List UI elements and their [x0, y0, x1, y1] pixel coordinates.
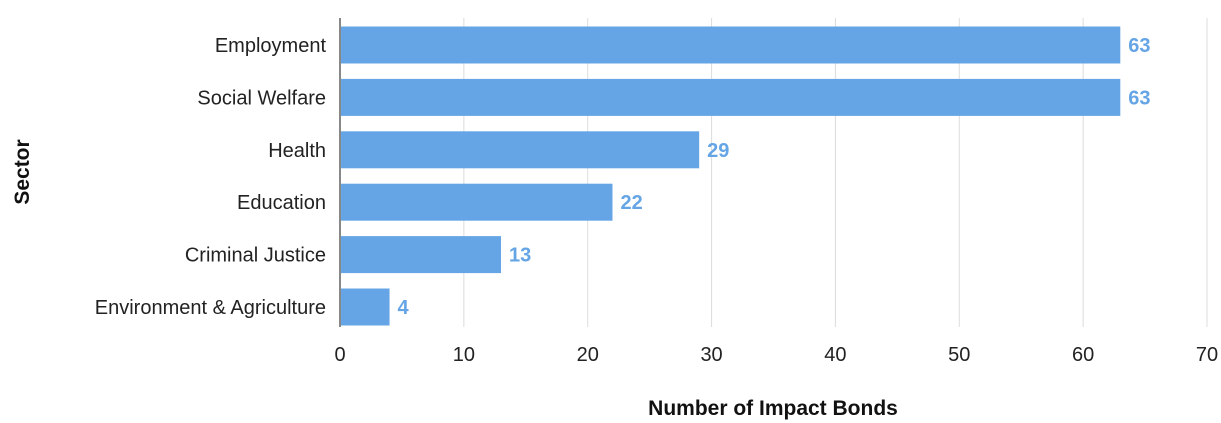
- bar: [340, 183, 613, 221]
- category-label: Social Welfare: [197, 87, 326, 109]
- data-label: 63: [1128, 35, 1150, 57]
- x-tick-label: 70: [1196, 344, 1218, 366]
- x-tick-label: 30: [700, 344, 722, 366]
- data-label: 63: [1128, 87, 1150, 109]
- category-label: Education: [237, 192, 326, 214]
- bar: [340, 78, 1121, 116]
- x-tick-label: 40: [824, 344, 846, 366]
- x-tick-label: 10: [453, 344, 475, 366]
- category-label: Criminal Justice: [185, 245, 326, 267]
- x-tick-label: 0: [334, 344, 345, 366]
- category-label: Health: [268, 140, 326, 162]
- bar: [340, 131, 700, 169]
- bar: [340, 288, 390, 326]
- data-label: 4: [398, 297, 410, 319]
- data-label: 13: [509, 245, 531, 267]
- x-axis-title: Number of Impact Bonds: [648, 397, 898, 420]
- x-tick-label: 50: [948, 344, 970, 366]
- bar: [340, 26, 1121, 64]
- labels: 0 10 20 30 40 50 60 70 Employment 63 Social Welfar…: [95, 35, 1218, 366]
- data-label: 22: [620, 192, 642, 214]
- category-label: Employment: [215, 35, 327, 57]
- x-tick-label: 20: [577, 344, 599, 366]
- data-label: 29: [707, 140, 729, 162]
- bar: [340, 236, 502, 274]
- gridlines: [463, 18, 1208, 327]
- y-axis-title: Sector: [11, 139, 34, 204]
- bars: [340, 26, 1121, 326]
- x-tick-label: 60: [1072, 344, 1094, 366]
- category-label: Environment & Agriculture: [95, 297, 326, 319]
